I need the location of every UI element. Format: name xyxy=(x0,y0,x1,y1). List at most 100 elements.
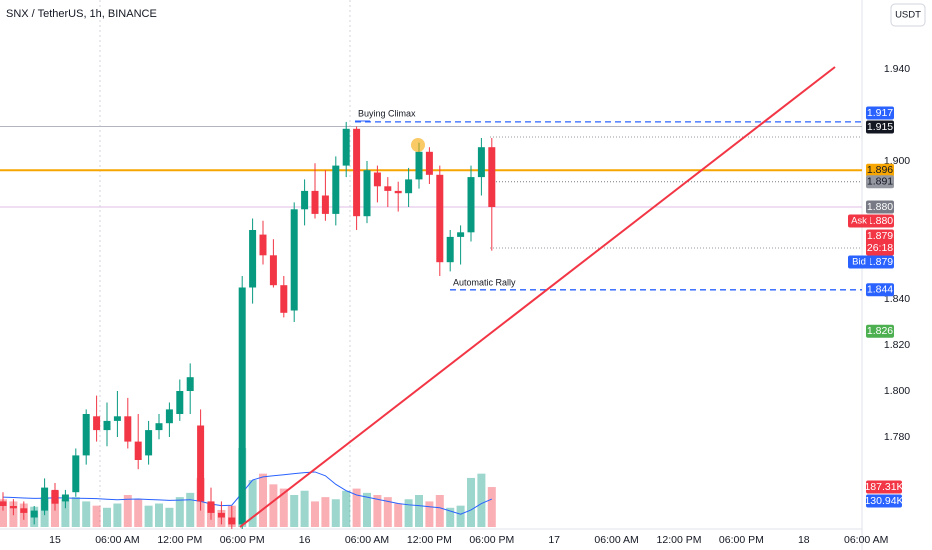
candle-body xyxy=(103,420,111,431)
price-badge-label: 1.844 xyxy=(867,284,893,296)
price-badge xyxy=(866,283,894,297)
volume-bar xyxy=(300,490,309,527)
candle-body xyxy=(259,234,267,256)
volume-bar xyxy=(259,473,267,527)
candle-body xyxy=(165,409,173,424)
price-badge-label: 1.917 xyxy=(867,107,893,119)
price-badge xyxy=(866,175,894,189)
candle-body xyxy=(425,151,433,175)
x-tick-label: 06:00 AM xyxy=(594,534,638,546)
price-badge xyxy=(866,106,894,120)
x-tick-label: 06:00 AM xyxy=(345,534,389,546)
candle-body xyxy=(41,487,49,511)
volume-bar xyxy=(373,495,382,527)
volume-bar xyxy=(467,477,475,527)
candle-body xyxy=(477,147,485,178)
volume-badge xyxy=(866,494,902,508)
candle-body xyxy=(207,501,215,513)
candle-body xyxy=(186,377,194,391)
candle-body xyxy=(20,508,28,513)
volume-bar xyxy=(134,499,143,527)
candle-body xyxy=(145,430,153,456)
side-tag xyxy=(848,214,870,228)
volume-bar xyxy=(363,492,371,527)
volume-ma xyxy=(2,471,492,515)
candle-body xyxy=(30,510,38,518)
candle-body xyxy=(0,501,7,506)
candle-body xyxy=(249,230,257,288)
price-badge xyxy=(866,120,894,134)
volume-bar xyxy=(425,501,434,527)
side-tag-label: Ask xyxy=(851,216,867,227)
annotation: Automatic Rally xyxy=(453,277,516,287)
side-tag xyxy=(848,255,870,269)
candle-body xyxy=(61,494,69,502)
volume-bar xyxy=(144,505,153,527)
candle-body xyxy=(269,255,277,286)
volume-bar xyxy=(487,487,496,527)
candle-body xyxy=(197,425,205,502)
currency-button[interactable] xyxy=(890,3,926,27)
volume-bar xyxy=(290,495,299,527)
y-tick-label: 1.800 xyxy=(884,385,910,397)
volume-badge-label: 130.94K xyxy=(864,495,903,507)
price-badge-label: 1.826 xyxy=(867,325,893,337)
volume-bar xyxy=(175,497,184,527)
x-tick-label: 06:00 AM xyxy=(844,534,888,546)
climax-marker xyxy=(411,138,425,152)
y-tick-label: 1.940 xyxy=(884,63,910,75)
price-badge xyxy=(866,324,894,338)
x-tick-label: 06:00 PM xyxy=(719,534,764,546)
volume-bar xyxy=(404,499,413,527)
candle-body xyxy=(51,489,59,504)
x-tick-label: 06:00 PM xyxy=(220,534,265,546)
x-tick-label: 12:00 PM xyxy=(407,534,452,546)
volume-bar xyxy=(248,480,257,527)
x-tick-label: 12:00 PM xyxy=(157,534,202,546)
x-tick-label: 12:00 PM xyxy=(657,534,702,546)
candle-body xyxy=(436,174,444,263)
volume-bar xyxy=(155,503,163,527)
price-badge xyxy=(866,255,894,269)
side-tag-label: Bid xyxy=(852,257,866,268)
volume-bar xyxy=(321,497,330,527)
candle-body xyxy=(134,441,142,460)
volume-bar xyxy=(186,492,195,527)
candle-body xyxy=(301,190,309,210)
candle-body xyxy=(238,287,246,525)
price-badge-label: 1.880 xyxy=(867,215,893,227)
annotation: Buying Climax xyxy=(358,108,416,118)
candle-body xyxy=(467,177,475,233)
volume-bar xyxy=(446,507,455,527)
candle-body xyxy=(176,391,184,414)
price-badge xyxy=(866,200,894,214)
volume-bar xyxy=(269,484,278,527)
countdown: 26:18 xyxy=(867,242,893,254)
price-badge-label: 1.896 xyxy=(867,164,893,176)
volume-bar xyxy=(279,488,288,527)
volume-bar xyxy=(311,501,319,527)
y-tick-label: 1.780 xyxy=(884,431,910,443)
price-badge-label: 1.879 xyxy=(867,230,893,242)
candle-body xyxy=(342,128,350,166)
volume-bar xyxy=(477,473,486,527)
chart-title: SNX / TetherUS, 1h, BINANCE xyxy=(6,8,157,20)
candle-body xyxy=(446,236,454,263)
candle-body xyxy=(311,190,319,214)
x-tick-label: 17 xyxy=(548,534,560,546)
candle-body xyxy=(321,195,329,214)
price-badge-label: 1.879 xyxy=(867,256,893,268)
volume-bar xyxy=(103,507,111,527)
volume-bar xyxy=(113,503,122,527)
volume-badge-label: 187.31K xyxy=(864,481,903,493)
candle-body xyxy=(217,512,225,518)
candle-body xyxy=(124,416,132,442)
candle-body xyxy=(9,506,17,509)
candle-body xyxy=(332,165,340,214)
candle-body xyxy=(280,285,288,313)
price-badge-label: 1.915 xyxy=(867,121,893,133)
x-tick-label: 06:00 AM xyxy=(95,534,139,546)
trend-line xyxy=(239,66,836,528)
candle-body xyxy=(113,416,121,421)
volume-bar xyxy=(383,497,392,527)
